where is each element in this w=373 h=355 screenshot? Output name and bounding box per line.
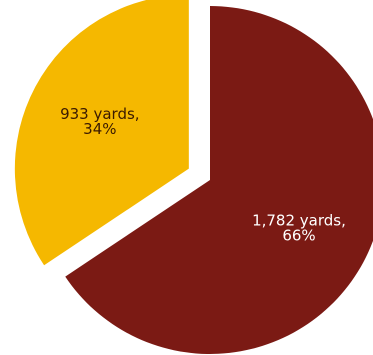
pie-labels: 1,782 yards, 66% 933 yards, 34% bbox=[60, 105, 346, 245]
pie-slice-label-value-0: 1,782 yards, bbox=[252, 212, 346, 230]
pie-slice-label-0: 1,782 yards, 66% bbox=[252, 212, 346, 245]
pie-slice-1 bbox=[14, 0, 189, 266]
pie-slice-0 bbox=[65, 6, 373, 354]
pie-slice-label-percent-0: 66% bbox=[282, 227, 315, 245]
pie-slices bbox=[14, 0, 373, 354]
pie-slice-label-1: 933 yards, 34% bbox=[60, 105, 139, 138]
pie-slice-label-percent-1: 34% bbox=[83, 120, 116, 138]
pie-slice-label-value-1: 933 yards, bbox=[60, 105, 139, 123]
